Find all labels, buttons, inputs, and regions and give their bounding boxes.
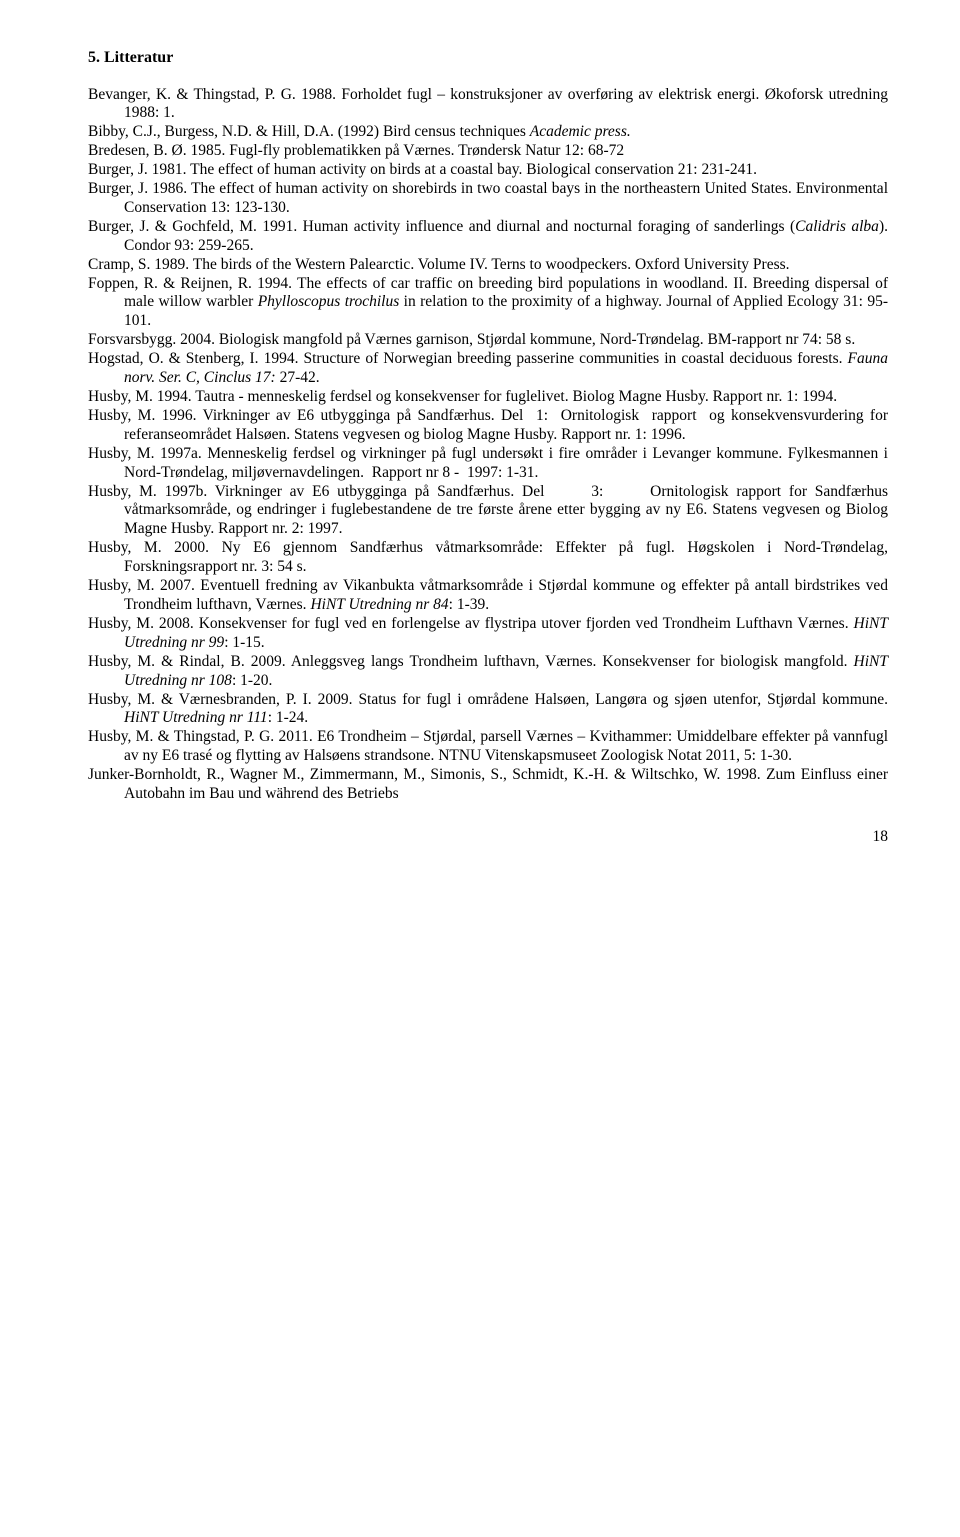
reference-item: Burger, J. 1981. The effect of human act… bbox=[88, 161, 888, 180]
reference-item: Husby, M. 1994. Tautra - menneskelig fer… bbox=[88, 388, 888, 407]
reference-item: Junker-Bornholdt, R., Wagner M., Zimmerm… bbox=[88, 766, 888, 804]
reference-item: Husby, M. 2000. Ny E6 gjennom Sandfærhus… bbox=[88, 539, 888, 577]
reference-item: Bredesen, B. Ø. 1985. Fugl-fly problemat… bbox=[88, 142, 888, 161]
reference-item: Husby, M. 1997b. Virkninger av E6 utbygg… bbox=[88, 483, 888, 540]
reference-item: Husby, M. 1996. Virkninger av E6 utbyggi… bbox=[88, 407, 888, 445]
reference-item: Husby, M. & Thingstad, P. G. 2011. E6 Tr… bbox=[88, 728, 888, 766]
reference-item: Husby, M. & Rindal, B. 2009. Anleggsveg … bbox=[88, 653, 888, 691]
reference-list: Bevanger, K. & Thingstad, P. G. 1988. Fo… bbox=[88, 86, 888, 804]
reference-item: Cramp, S. 1989. The birds of the Western… bbox=[88, 256, 888, 275]
reference-item: Husby, M. 1997a. Menneskelig ferdsel og … bbox=[88, 445, 888, 483]
reference-item: Hogstad, O. & Stenberg, I. 1994. Structu… bbox=[88, 350, 888, 388]
reference-item: Bibby, C.J., Burgess, N.D. & Hill, D.A. … bbox=[88, 123, 888, 142]
page-number: 18 bbox=[88, 828, 888, 847]
reference-item: Burger, J. 1986. The effect of human act… bbox=[88, 180, 888, 218]
reference-item: Husby, M. & Værnesbranden, P. I. 2009. S… bbox=[88, 691, 888, 729]
reference-item: Burger, J. & Gochfeld, M. 1991. Human ac… bbox=[88, 218, 888, 256]
reference-item: Husby, M. 2007. Eventuell fredning av Vi… bbox=[88, 577, 888, 615]
reference-item: Bevanger, K. & Thingstad, P. G. 1988. Fo… bbox=[88, 86, 888, 124]
reference-item: Forsvarsbygg. 2004. Biologisk mangfold p… bbox=[88, 331, 888, 350]
reference-item: Husby, M. 2008. Konsekvenser for fugl ve… bbox=[88, 615, 888, 653]
reference-item: Foppen, R. & Reijnen, R. 1994. The effec… bbox=[88, 275, 888, 332]
section-heading: 5. Litteratur bbox=[88, 48, 888, 68]
